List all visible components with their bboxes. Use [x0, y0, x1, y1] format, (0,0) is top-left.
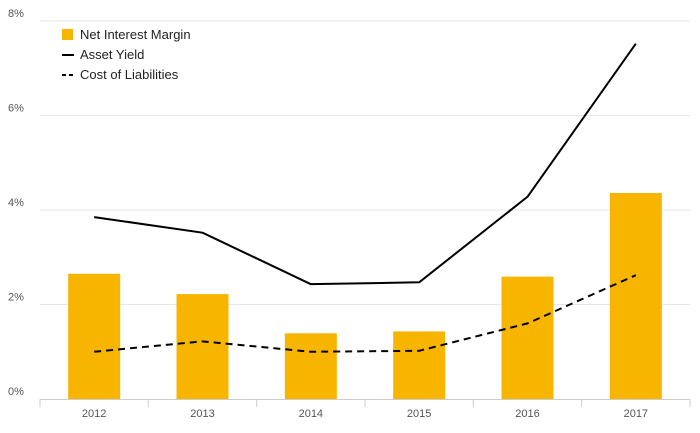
x-tick-label: 2013 [190, 408, 214, 420]
x-tick-label: 2016 [515, 408, 539, 420]
y-axis: 0% 2% 4% 6% 8% [8, 8, 24, 398]
series-line [94, 43, 637, 286]
y-tick-label: 6% [8, 103, 24, 115]
legend-label: Cost of Liabilities [80, 67, 179, 82]
gridlines [40, 20, 690, 305]
y-tick-label: 2% [8, 292, 24, 304]
y-tick-label: 4% [8, 197, 24, 209]
x-tick-label: 2014 [299, 408, 323, 420]
x-tick-label: 2015 [407, 408, 431, 420]
bar [609, 192, 662, 399]
x-tick-label: 2017 [624, 408, 648, 420]
legend: Net Interest Margin Asset Yield Cost of Li… [62, 27, 191, 82]
series-line [94, 274, 637, 353]
bar [284, 333, 337, 399]
bar [176, 294, 229, 399]
legend-swatch [62, 29, 73, 40]
legend-label: Net Interest Margin [80, 27, 191, 42]
y-tick-label: 8% [8, 8, 24, 20]
y-tick-label: 0% [8, 386, 24, 398]
x-tick-label: 2012 [82, 408, 106, 420]
bar [501, 276, 554, 399]
line-series [94, 43, 637, 353]
legend-label: Asset Yield [80, 47, 144, 62]
bar-series [68, 192, 662, 399]
bar [393, 331, 446, 399]
x-axis: 2012 2013 2014 2015 2016 2017 [39, 399, 691, 420]
bar [68, 273, 121, 399]
